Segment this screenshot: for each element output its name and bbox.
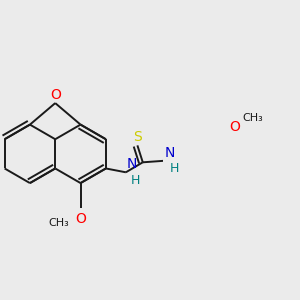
Text: O: O [75,212,86,226]
Text: O: O [229,120,240,134]
Text: H: H [169,162,179,175]
Text: H: H [131,174,140,187]
Text: S: S [133,130,142,144]
Text: O: O [50,88,61,102]
Text: N: N [165,146,175,160]
Text: CH₃: CH₃ [243,113,263,123]
Text: N: N [127,157,137,171]
Text: CH₃: CH₃ [48,218,69,228]
